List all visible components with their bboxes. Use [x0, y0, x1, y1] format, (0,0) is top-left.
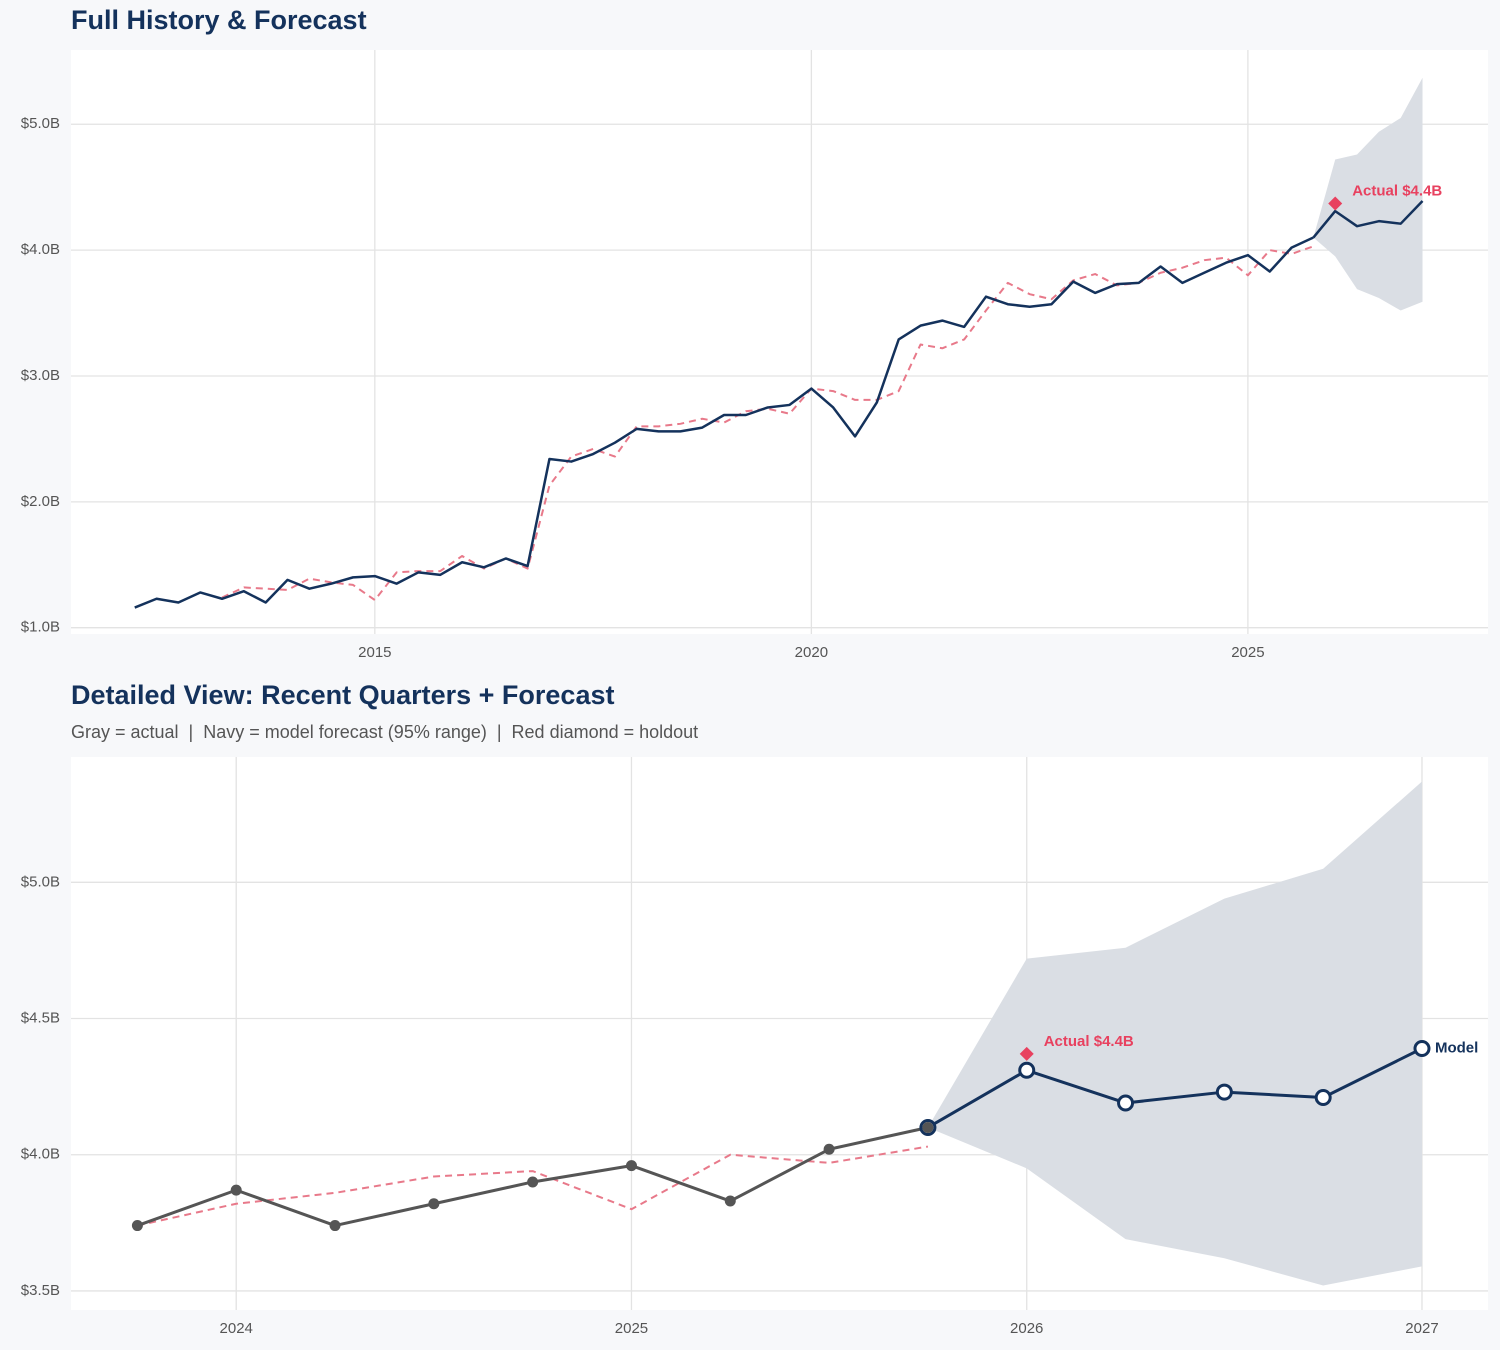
- series-marker: [428, 1198, 440, 1210]
- series-marker: [131, 1220, 143, 1232]
- series-line: [221, 245, 1314, 602]
- y-tick-label: $4.0B: [21, 241, 60, 258]
- x-tick-label: 2025: [1231, 644, 1264, 661]
- holdout-marker: [1019, 1046, 1034, 1061]
- x-tick-label: 2026: [1010, 1320, 1043, 1337]
- x-tick-label: 2025: [615, 1320, 648, 1337]
- series-line: [134, 236, 1314, 609]
- y-tick-label: $3.0B: [21, 367, 60, 384]
- series-line: [927, 1047, 1423, 1129]
- series-marker: [230, 1184, 242, 1196]
- forecast-band: [927, 781, 1422, 1286]
- holdout-label: Actual $4.4B: [1352, 183, 1442, 200]
- y-tick-label: $5.0B: [21, 873, 60, 890]
- series-end-label: Model: [1435, 1039, 1478, 1056]
- plot-area: [71, 50, 1488, 634]
- x-tick-label: 2015: [358, 644, 391, 661]
- x-tick-label: 2020: [795, 644, 828, 661]
- forecast-band: [1313, 77, 1423, 311]
- holdout-label: Actual $4.4B: [1044, 1033, 1134, 1050]
- series-marker: [1314, 1089, 1332, 1107]
- series-marker: [625, 1160, 637, 1172]
- series-marker: [527, 1176, 539, 1188]
- y-tick-label: $4.0B: [21, 1146, 60, 1163]
- series-marker: [1413, 1039, 1431, 1057]
- series-marker: [1018, 1061, 1036, 1079]
- series-marker: [329, 1220, 341, 1232]
- series-marker: [823, 1143, 835, 1155]
- y-tick-label: $2.0B: [21, 493, 60, 510]
- x-tick-label: 2024: [220, 1320, 253, 1337]
- chart-title: Detailed View: Recent Quarters + Forecas…: [71, 680, 614, 710]
- chart-subtitle: Gray = actual | Navy = model forecast (9…: [71, 722, 698, 742]
- series-marker: [1117, 1094, 1135, 1112]
- y-tick-label: $5.0B: [21, 115, 60, 132]
- y-tick-label: $1.0B: [21, 619, 60, 636]
- y-tick-label: $3.5B: [21, 1282, 60, 1299]
- series-marker: [724, 1195, 736, 1207]
- chart-title: Full History & Forecast: [71, 5, 367, 35]
- series-marker: [1215, 1083, 1233, 1101]
- series-line: [1312, 200, 1424, 239]
- series-line: [137, 1145, 929, 1227]
- x-tick-label: 2027: [1405, 1320, 1438, 1337]
- holdout-marker: [1328, 196, 1343, 211]
- y-tick-label: $4.5B: [21, 1009, 60, 1026]
- series-marker: [922, 1121, 934, 1133]
